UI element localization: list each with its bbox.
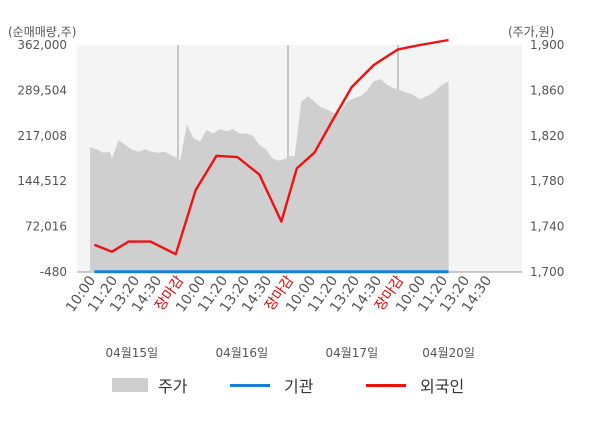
left-tick-label: -480 xyxy=(40,265,67,279)
right-tick-label: 1,900 xyxy=(530,38,564,52)
right-tick-label: 1,820 xyxy=(530,129,564,143)
series-lines xyxy=(93,38,449,274)
right-axis-unit: (주가,원) xyxy=(508,25,554,39)
right-tick-label: 1,740 xyxy=(530,220,564,234)
date-label: 04월15일 xyxy=(105,346,158,360)
date-labels: 04월15일 04월16일 04월17일 04월20일 xyxy=(105,346,474,360)
legend-item-foreigner: 외국인 xyxy=(366,370,464,400)
line-swatch-icon xyxy=(366,383,406,387)
date-label: 04월17일 xyxy=(325,346,378,360)
right-tick-label: 1,860 xyxy=(530,83,564,97)
legend-item-institution: 기관 xyxy=(230,370,313,400)
legend: 주가 기관 외국인 xyxy=(0,370,600,400)
x-axis: 10:0011:2013:2014:30장마감10:0011:2013:2014… xyxy=(63,273,495,315)
left-tick-label: 144,512 xyxy=(17,174,67,188)
area-swatch-icon xyxy=(112,378,148,392)
legend-label: 기관 xyxy=(284,377,314,396)
legend-item-price: 주가 xyxy=(112,370,187,400)
left-axis-unit: (순매매량,주) xyxy=(8,25,76,39)
left-tick-label: 362,000 xyxy=(17,38,67,52)
left-axis: 362,000 289,504 217,008 144,512 72,016 -480 xyxy=(17,38,67,279)
left-tick-label: 217,008 xyxy=(17,129,67,143)
right-tick-label: 1,780 xyxy=(530,174,564,188)
left-tick-label: 289,504 xyxy=(17,83,67,97)
legend-label: 외국인 xyxy=(420,377,465,396)
right-axis: 1,900 1,860 1,820 1,780 1,740 1,700 xyxy=(530,38,564,279)
foreigner-line xyxy=(93,38,449,256)
right-tick-label: 1,700 xyxy=(530,265,564,279)
price-area-shape xyxy=(90,79,449,272)
date-label: 04월20일 xyxy=(422,346,475,360)
line-swatch-icon xyxy=(230,383,270,387)
left-tick-label: 72,016 xyxy=(25,220,67,234)
price-area xyxy=(90,79,449,272)
legend-label: 주가 xyxy=(158,377,188,396)
date-label: 04월16일 xyxy=(215,346,268,360)
